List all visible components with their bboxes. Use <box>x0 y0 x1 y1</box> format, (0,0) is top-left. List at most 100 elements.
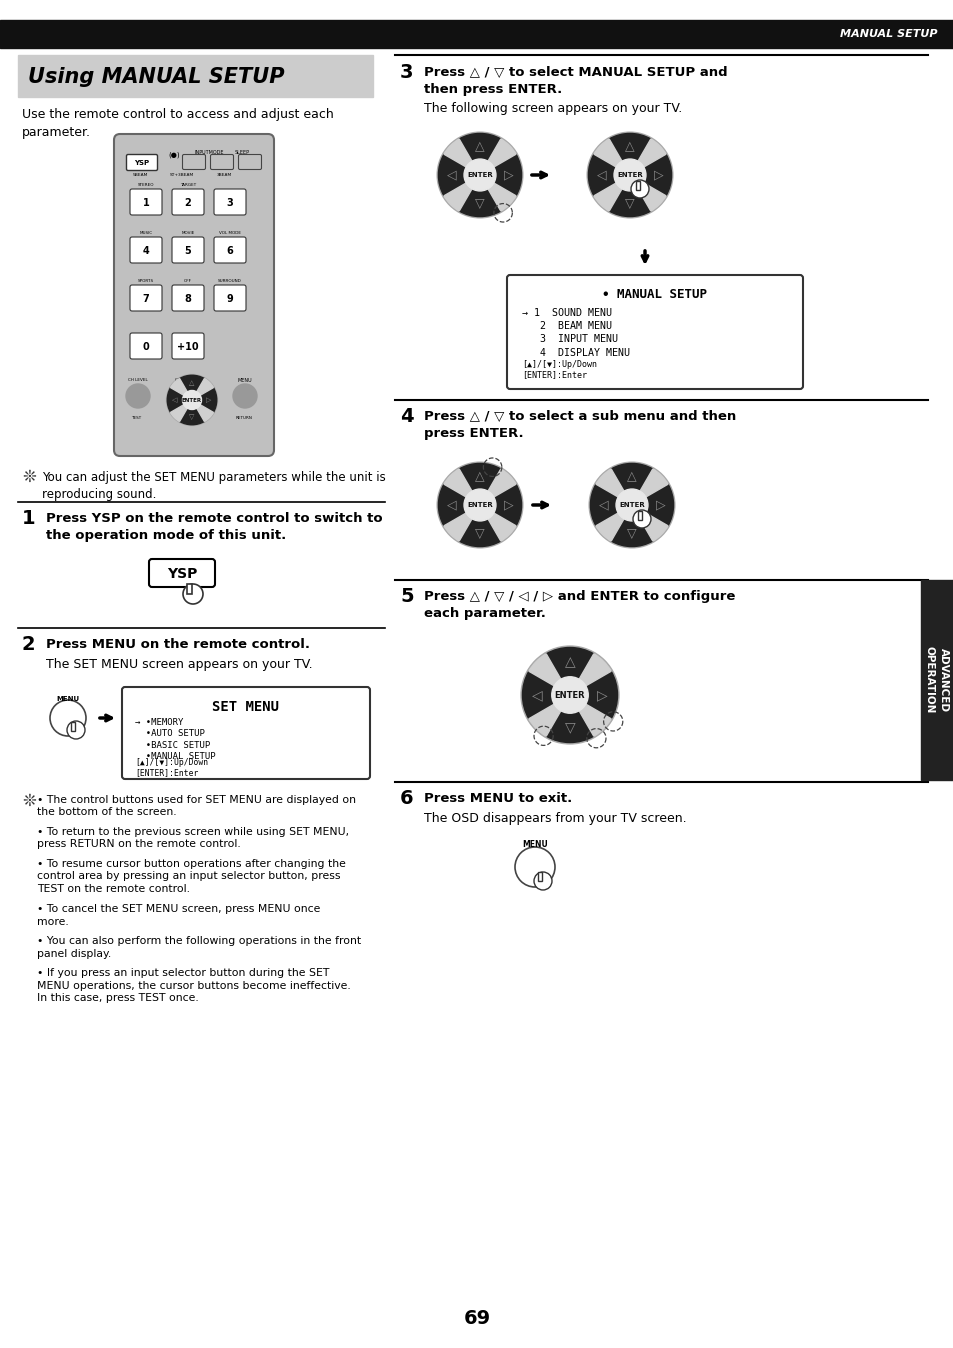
Text: 2: 2 <box>185 198 192 208</box>
Wedge shape <box>458 175 500 217</box>
Text: ▽: ▽ <box>475 197 484 210</box>
Text: ◁: ◁ <box>172 398 177 403</box>
FancyBboxPatch shape <box>127 155 157 170</box>
Circle shape <box>616 489 647 520</box>
Wedge shape <box>171 400 192 422</box>
Text: Use the remote control to access and adjust each
parameter.: Use the remote control to access and adj… <box>22 108 334 139</box>
Wedge shape <box>479 506 516 541</box>
Text: Press MENU on the remote control.: Press MENU on the remote control. <box>46 638 310 651</box>
Wedge shape <box>479 484 521 526</box>
Text: OFF: OFF <box>184 279 192 283</box>
Text: SLEEP: SLEEP <box>234 150 250 155</box>
Text: 6: 6 <box>399 789 414 807</box>
FancyBboxPatch shape <box>172 333 204 359</box>
Circle shape <box>183 584 203 604</box>
Text: ▷: ▷ <box>206 398 212 403</box>
Wedge shape <box>479 139 516 175</box>
FancyBboxPatch shape <box>506 275 802 390</box>
Wedge shape <box>631 484 673 526</box>
Circle shape <box>630 181 648 198</box>
Text: 3: 3 <box>227 198 233 208</box>
FancyBboxPatch shape <box>149 559 214 586</box>
Text: ▷: ▷ <box>503 168 513 182</box>
FancyBboxPatch shape <box>213 237 246 263</box>
Bar <box>71 723 75 731</box>
Text: ◁: ◁ <box>446 168 456 182</box>
Text: ENTER: ENTER <box>617 173 642 178</box>
Wedge shape <box>192 400 213 422</box>
Text: • To resume cursor button operations after changing the
control area by pressing: • To resume cursor button operations aft… <box>37 859 346 894</box>
Wedge shape <box>522 671 569 718</box>
Text: TARGET: TARGET <box>180 183 196 187</box>
Text: ▽: ▽ <box>475 527 484 541</box>
Text: • If you press an input selector button during the SET
MENU operations, the curs: • If you press an input selector button … <box>37 968 351 1003</box>
Wedge shape <box>629 154 671 195</box>
Text: ▽: ▽ <box>189 414 194 421</box>
Wedge shape <box>443 175 479 212</box>
FancyBboxPatch shape <box>130 333 162 359</box>
Text: MENU: MENU <box>521 840 547 849</box>
Text: ENTER: ENTER <box>618 501 644 508</box>
Text: ◁: ◁ <box>532 687 542 702</box>
Text: VOL MODE: VOL MODE <box>219 231 241 235</box>
Wedge shape <box>546 647 593 696</box>
Wedge shape <box>569 654 611 696</box>
Text: 1: 1 <box>143 198 150 208</box>
Text: • The control buttons used for SET MENU are displayed on
the bottom of the scree: • The control buttons used for SET MENU … <box>37 795 355 817</box>
Text: ENTER: ENTER <box>182 398 202 403</box>
Circle shape <box>589 462 674 547</box>
Text: ENTER: ENTER <box>467 501 493 508</box>
Text: SURROUND: SURROUND <box>218 279 242 283</box>
Circle shape <box>463 489 496 520</box>
Bar <box>18 55 373 97</box>
Text: ❊: ❊ <box>22 468 36 487</box>
Wedge shape <box>631 469 667 506</box>
Text: [▲]/[▼]:Up/Down
[ENTER]:Enter: [▲]/[▼]:Up/Down [ENTER]:Enter <box>135 758 208 778</box>
Text: 4: 4 <box>399 407 414 426</box>
Text: Using MANUAL SETUP: Using MANUAL SETUP <box>28 67 284 88</box>
Text: △: △ <box>626 470 637 483</box>
Text: 9: 9 <box>227 294 233 305</box>
Text: MOVIE: MOVIE <box>181 231 194 235</box>
FancyBboxPatch shape <box>172 284 204 311</box>
Circle shape <box>534 872 552 890</box>
Circle shape <box>633 510 650 528</box>
Wedge shape <box>594 139 629 175</box>
Wedge shape <box>611 506 652 546</box>
FancyBboxPatch shape <box>213 189 246 214</box>
Bar <box>0 20 953 49</box>
Wedge shape <box>631 506 667 541</box>
Wedge shape <box>528 654 569 696</box>
Bar <box>638 511 641 520</box>
Circle shape <box>182 391 201 410</box>
Text: ∙ MANUAL SETUP: ∙ MANUAL SETUP <box>602 288 707 301</box>
Text: • To cancel the SET MENU screen, press MENU once
more.: • To cancel the SET MENU screen, press M… <box>37 905 320 927</box>
Circle shape <box>463 159 496 191</box>
Circle shape <box>436 132 522 218</box>
Text: 6: 6 <box>227 245 233 256</box>
Wedge shape <box>569 671 617 718</box>
Wedge shape <box>458 133 500 175</box>
Wedge shape <box>438 154 479 195</box>
Wedge shape <box>192 388 216 412</box>
Text: 5BEAM: 5BEAM <box>132 173 148 177</box>
Circle shape <box>233 384 256 408</box>
Bar <box>187 584 192 594</box>
Text: ENTER: ENTER <box>467 173 493 178</box>
Bar <box>537 872 541 882</box>
Text: Press MENU to exit.: Press MENU to exit. <box>423 793 572 805</box>
Wedge shape <box>629 175 665 212</box>
Text: 3: 3 <box>399 63 413 82</box>
Circle shape <box>67 721 85 739</box>
Circle shape <box>614 159 645 191</box>
Text: ▽: ▽ <box>624 197 634 210</box>
Text: [▲]/[▼]:Up/Down
[ENTER]:Enter: [▲]/[▼]:Up/Down [ENTER]:Enter <box>521 360 597 379</box>
Text: The following screen appears on your TV.: The following screen appears on your TV. <box>423 102 681 115</box>
Wedge shape <box>569 696 611 736</box>
Text: 4: 4 <box>143 245 150 256</box>
Text: TEST: TEST <box>131 417 141 421</box>
FancyBboxPatch shape <box>172 189 204 214</box>
Wedge shape <box>443 139 479 175</box>
Text: RETURN: RETURN <box>235 417 253 421</box>
Text: CINEMA DSP: CINEMA DSP <box>175 377 200 381</box>
